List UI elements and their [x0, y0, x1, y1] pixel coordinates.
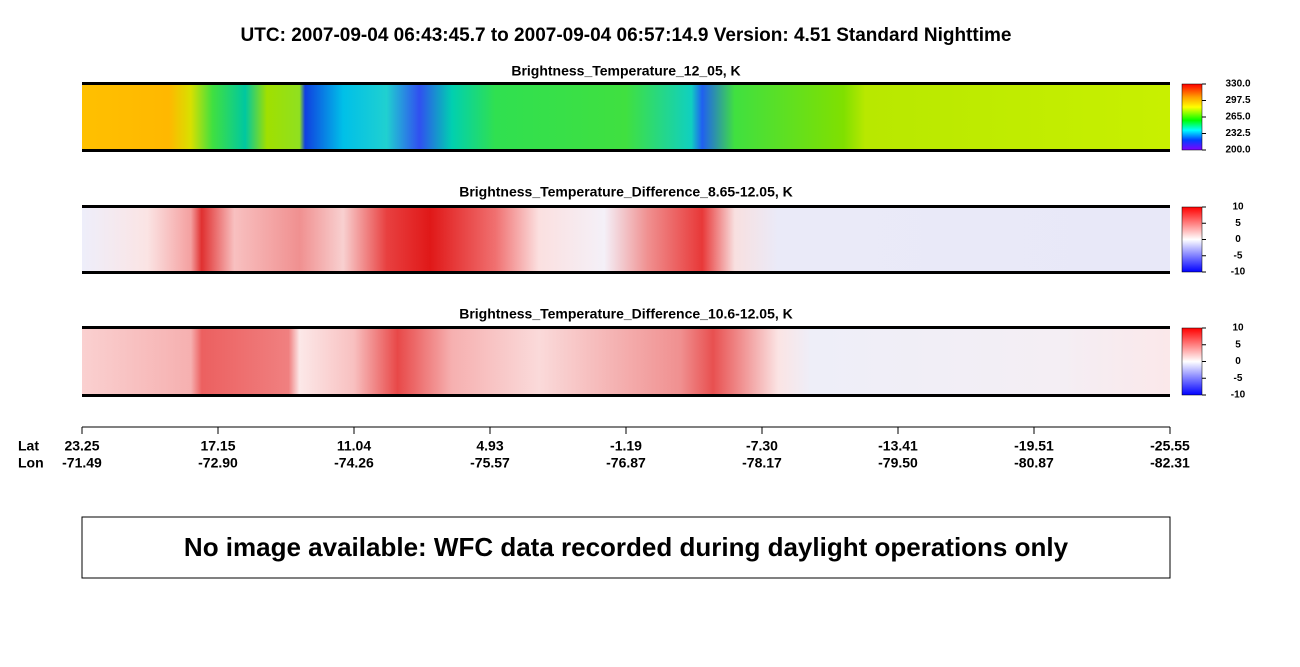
title: UTC: 2007-09-04 06:43:45.7 to 2007-09-04… — [241, 25, 1012, 46]
colorbar — [1181, 206, 1203, 273]
lon-tick-label: -72.90 — [198, 455, 238, 471]
lat-tick-label: 23.25 — [64, 438, 99, 454]
colorbar-tick-label: -10 — [1231, 267, 1246, 278]
swath-image — [82, 328, 1170, 395]
lon-tick-label: -76.87 — [606, 455, 646, 471]
swath-edge-top — [82, 205, 1170, 208]
swath-edge-top — [82, 326, 1170, 329]
swath-image — [82, 207, 1170, 272]
lat-label: Lat — [18, 438, 39, 454]
message: No image available: WFC data recorded du… — [184, 532, 1069, 562]
colorbar-tick-label: 10 — [1232, 323, 1244, 334]
lon-tick-label: -71.49 — [62, 455, 102, 471]
swath-image — [82, 84, 1170, 150]
colorbar-tick-label: 232.5 — [1225, 128, 1250, 139]
swath-edge-bottom — [82, 394, 1170, 397]
lat-tick-label: 17.15 — [200, 438, 235, 454]
colorbar-tick-label: 200.0 — [1225, 145, 1250, 156]
swath-edge-top — [82, 82, 1170, 85]
colorbar — [1181, 327, 1203, 396]
lon-tick-label: -82.31 — [1150, 455, 1190, 471]
lat-tick-label: 4.93 — [476, 438, 503, 454]
swath-edge-bottom — [82, 271, 1170, 274]
colorbar-tick-label: -5 — [1234, 373, 1243, 384]
colorbar-tick-label: 265.0 — [1225, 112, 1250, 123]
lat-tick-label: -1.19 — [610, 438, 642, 454]
colorbar-tick-label: 5 — [1235, 218, 1241, 229]
lon-tick-label: -79.50 — [878, 455, 918, 471]
colorbar — [1181, 83, 1203, 151]
lat-tick-label: -7.30 — [746, 438, 778, 454]
colorbar-tick-label: 10 — [1232, 202, 1244, 213]
colorbar-tick-label: 330.0 — [1225, 79, 1250, 90]
lon-tick-label: -74.26 — [334, 455, 374, 471]
lat-tick-label: -13.41 — [878, 438, 918, 454]
colorbar-tick-label: -5 — [1234, 250, 1243, 261]
panel-title: Brightness_Temperature_Difference_8.65-1… — [459, 184, 793, 200]
lon-tick-label: -78.17 — [742, 455, 782, 471]
lon-tick-label: -75.57 — [470, 455, 510, 471]
colorbar-tick-label: -10 — [1231, 390, 1246, 401]
colorbar-tick-label: 297.5 — [1225, 95, 1250, 106]
lat-tick-label: -25.55 — [1150, 438, 1190, 454]
colorbar-tick-label: 0 — [1235, 234, 1241, 245]
colorbar-tick-label: 5 — [1235, 339, 1241, 350]
lat-tick-label: 11.04 — [337, 438, 371, 454]
panel-title: Brightness_Temperature_12_05, K — [511, 63, 740, 79]
message-box — [81, 516, 1171, 579]
lat-tick-label: -19.51 — [1014, 438, 1054, 454]
panel-title: Brightness_Temperature_Difference_10.6-1… — [459, 306, 793, 322]
colorbar-tick-label: 0 — [1235, 356, 1241, 367]
lon-label: Lon — [18, 455, 44, 471]
swath-edge-bottom — [82, 149, 1170, 152]
lon-tick-label: -80.87 — [1014, 455, 1054, 471]
